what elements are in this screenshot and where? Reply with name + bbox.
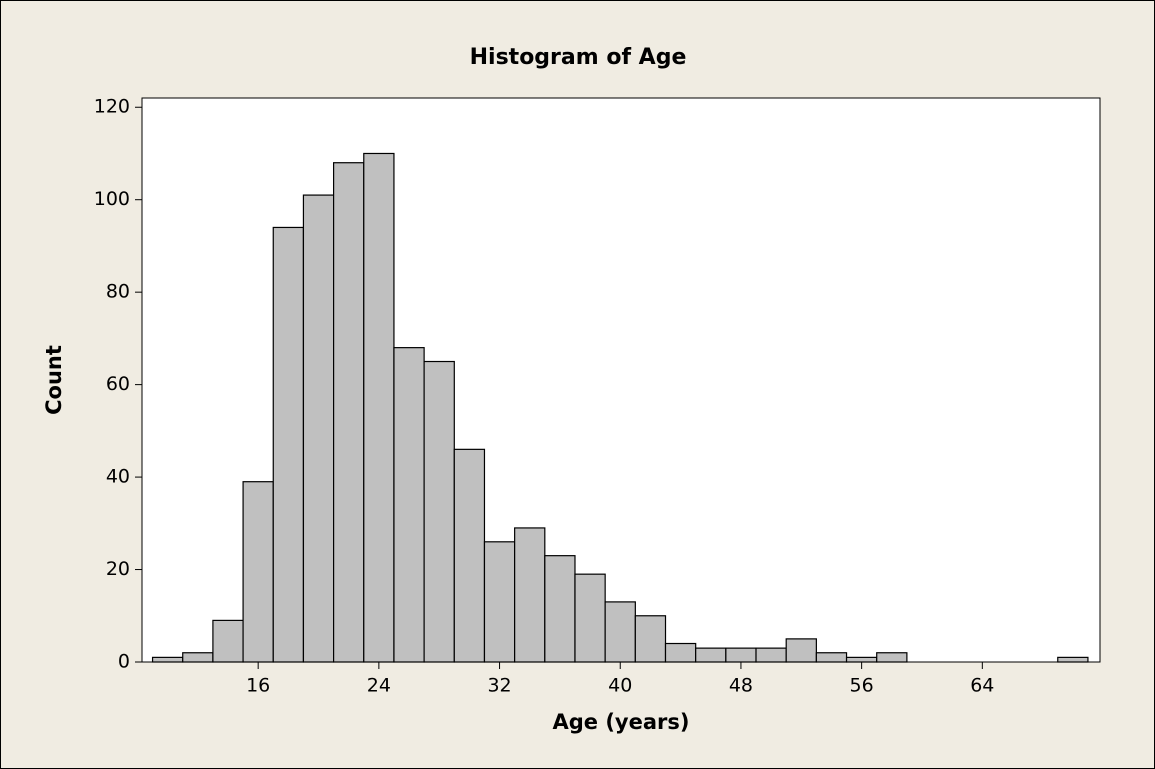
chart-title: Histogram of Age	[470, 45, 687, 70]
y-axis-label: Count	[42, 345, 66, 415]
bar	[544, 555, 576, 663]
y-tick-label: 80	[106, 281, 130, 303]
x-tick-label: 24	[367, 675, 391, 697]
bar	[604, 601, 636, 663]
bar	[333, 162, 365, 663]
x-tick-label: 48	[729, 675, 753, 697]
bar	[815, 652, 848, 663]
bar	[664, 642, 697, 663]
y-tick-label: 100	[94, 188, 130, 210]
y-tick-label: 0	[118, 651, 130, 673]
bar	[845, 656, 878, 663]
bar	[1057, 656, 1089, 663]
bar	[725, 647, 757, 663]
x-tick-label: 32	[487, 675, 511, 697]
x-axis-label: Age (years)	[553, 710, 690, 734]
bar	[151, 656, 184, 663]
bar	[453, 448, 486, 663]
bar	[393, 347, 425, 663]
y-tick-label: 20	[106, 558, 130, 580]
bar	[483, 541, 516, 663]
bar	[785, 638, 817, 663]
bar	[302, 194, 335, 663]
bar	[695, 647, 727, 663]
bar	[423, 360, 455, 663]
x-tick-label: 16	[246, 675, 270, 697]
bar	[514, 527, 546, 663]
bar	[212, 619, 244, 663]
y-tick-label: 120	[94, 96, 130, 118]
bar	[755, 647, 787, 663]
bar	[634, 615, 667, 663]
y-tick-label: 60	[106, 373, 130, 395]
x-tick-label: 64	[970, 675, 994, 697]
bar	[242, 481, 274, 663]
bar	[272, 226, 305, 663]
y-tick-label: 40	[106, 466, 130, 488]
bar	[363, 152, 395, 663]
bar	[182, 652, 214, 663]
bar	[876, 652, 908, 663]
x-tick-label: 40	[608, 675, 632, 697]
x-tick-label: 56	[850, 675, 874, 697]
bar	[574, 573, 606, 663]
